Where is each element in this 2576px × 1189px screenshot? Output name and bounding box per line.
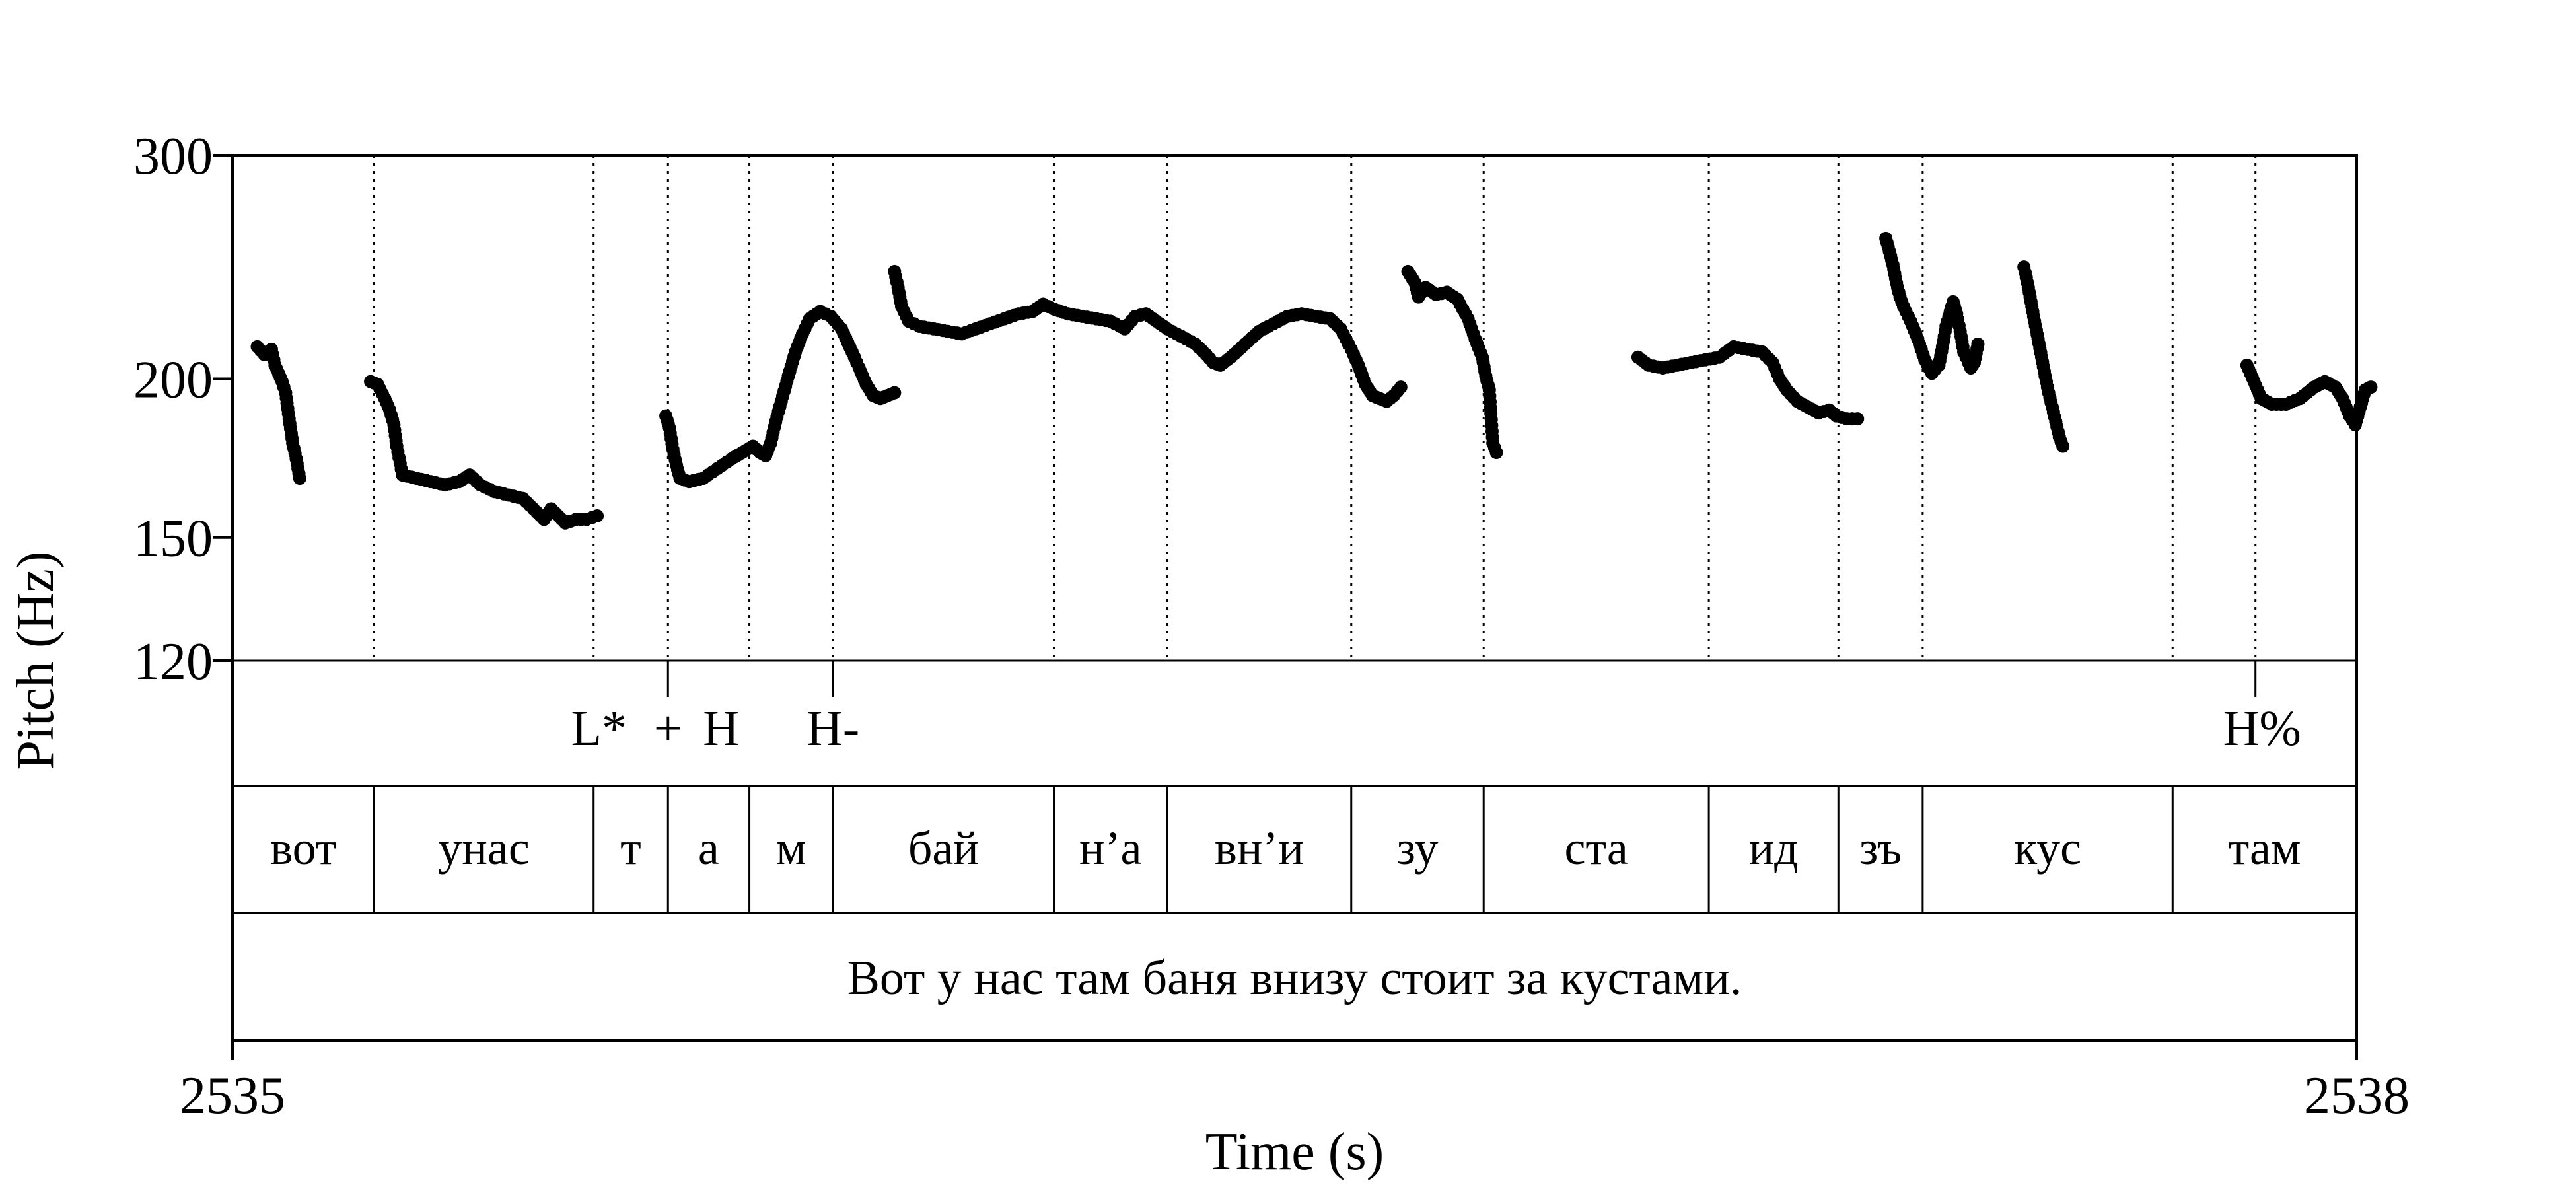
pitch-point: [1489, 446, 1503, 460]
annotation-tiers: L* + H H- H%вот унас т а м бай н’а вн’и зу ста ид зъ кус…: [270, 661, 2301, 913]
x-axis-title: Time (s): [1205, 1123, 1384, 1181]
boundary-lines: [373, 155, 2257, 661]
pitch-points: [250, 231, 2378, 530]
syllable-label: вн’и: [1215, 822, 1304, 875]
syllable-label: ид: [1749, 822, 1799, 875]
tone-label: H%: [2223, 701, 2301, 756]
y-tick-label: 300: [133, 127, 213, 186]
syllable-label: там: [2229, 822, 2301, 875]
plot-frame: [231, 154, 2358, 1042]
pitch-point: [2056, 439, 2070, 453]
syllable-label: бай: [908, 822, 979, 875]
tone-label: L*: [571, 701, 627, 756]
tone-label: +: [654, 701, 682, 756]
tone-label: H-: [806, 701, 859, 756]
pitch-point: [1971, 337, 1985, 351]
syllable-label: кус: [2014, 822, 2081, 875]
syllable-label: а: [698, 822, 719, 875]
pitch-point: [293, 472, 306, 486]
x-tick-label: 2535: [180, 1067, 285, 1125]
syllable-label: унас: [438, 822, 529, 875]
pitch-point: [888, 386, 902, 400]
axes: 300 200 150 120 2535 2538: [133, 127, 2410, 1125]
y-tick-label: 120: [133, 633, 213, 691]
syllable-label: зу: [1397, 822, 1439, 875]
y-tick-label: 200: [133, 351, 213, 410]
syllable-label: вот: [270, 822, 336, 875]
syllable-label: м: [776, 822, 806, 875]
syllable-label: зъ: [1859, 822, 1902, 875]
pitch-point: [1851, 412, 1865, 426]
syllable-label: т: [620, 822, 641, 875]
y-tick-label: 150: [133, 510, 213, 568]
chart-frame: [231, 154, 2358, 1042]
syllable-label: ста: [1565, 822, 1628, 875]
pitch-point: [1394, 380, 1408, 394]
y-axis-title: Pitch (Hz): [7, 551, 65, 770]
pitch-point: [590, 509, 604, 522]
syllable-label: н’а: [1079, 822, 1141, 875]
pitch-point: [2364, 380, 2378, 394]
x-tick-label: 2538: [2304, 1067, 2410, 1125]
tone-label: H: [703, 701, 739, 756]
sentence-label: Вот у нас там баня внизу стоит за кустам…: [847, 951, 1742, 1005]
